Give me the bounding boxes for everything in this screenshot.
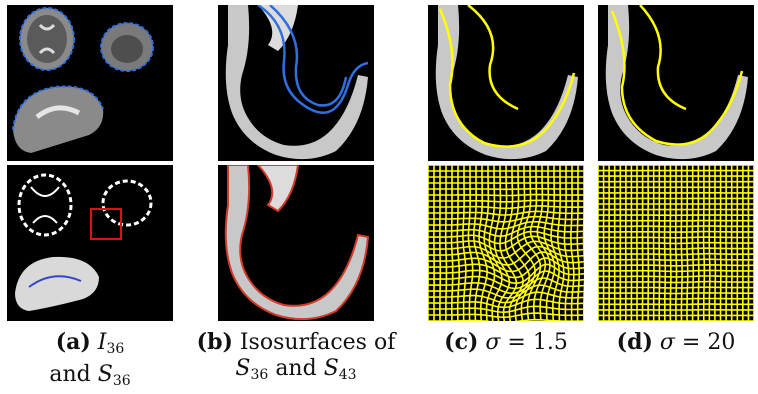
grid-line [598,243,754,244]
grid-line [704,165,705,321]
grid-line [598,254,754,255]
grid-line [598,293,754,294]
grid-line [709,165,710,321]
grid-line [598,259,754,260]
deformation-grid-d [598,165,754,321]
zoom-image-blue [218,5,374,161]
mri-slices-image [7,5,173,161]
grid-line [598,299,754,300]
caption-c: (c) σ = 1.5 [418,329,594,356]
contour-image-d [598,5,754,161]
panel-c-deformation-grid [428,165,584,321]
grid-line [598,276,754,277]
panel-d-deformation-grid [598,165,754,321]
caption-b: (b) Isosurfaces of S36 and S43 [188,329,404,388]
grid-line [428,271,584,289]
grid-line [687,165,688,321]
grid-line [720,165,721,321]
deformation-grid-c [428,165,584,321]
contour-image-c [428,5,584,161]
grid-line [681,165,682,321]
caption-d: (d) σ = 20 [592,329,758,356]
panel-d-contour [598,5,754,161]
zoom-image-red [218,165,374,321]
grid-line [692,165,693,321]
grid-line [715,165,716,321]
segmentation-image [7,165,173,321]
panel-b-zoom-red [218,165,374,321]
panel-a-mri [7,5,173,161]
grid-line [598,282,754,283]
panel-a-segmentation [7,165,173,321]
panel-b-zoom-blue [218,5,374,161]
grid-line [598,287,754,288]
grid-line [598,248,754,249]
grid-line [698,165,699,321]
panel-c-contour [428,5,584,161]
caption-a: (a) I36 and S36 [7,329,173,394]
